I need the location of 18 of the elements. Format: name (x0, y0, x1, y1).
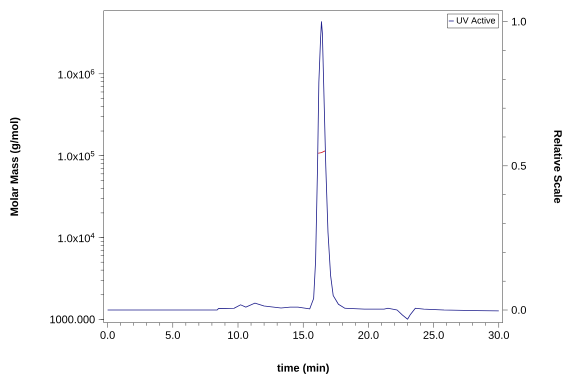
x-tick-label: 10.0 (228, 331, 248, 339)
y-tick-label: 1000.000 (50, 316, 95, 324)
x-tick-label: 15.0 (293, 331, 314, 339)
x-tick-label: 0.0 (100, 331, 115, 339)
x-tick-label: 5.0 (166, 331, 180, 339)
y2-tick-label: 0.0 (512, 306, 526, 314)
y-tick-label: 1.0x10$^{6}$ (58, 69, 94, 79)
x-tick-label: 20.0 (358, 331, 379, 339)
y-tick-label: 1.0x10$^{5}$ (58, 151, 94, 160)
y2-tick-label: 0.5 (512, 162, 526, 170)
y-tick-label: 1.0x10$^{4}$ (58, 232, 94, 242)
x-axis-title: time (min) (277, 364, 329, 374)
y2-tick-label: 1.0 (512, 18, 526, 26)
x-tick-label: 30.0 (488, 331, 510, 339)
y-axis-title: Molar Mass (g/mol) (10, 118, 20, 216)
y2-axis-title: Relative Scale (554, 130, 562, 204)
x-tick-label: 25.0 (423, 331, 444, 339)
legend-label: UV Active (456, 17, 496, 24)
